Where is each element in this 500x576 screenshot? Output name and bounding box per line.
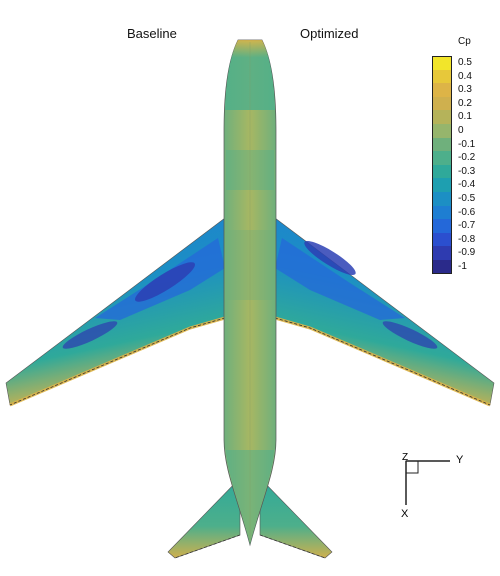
- legend-swatch: [432, 83, 452, 97]
- legend-swatch: [432, 192, 452, 206]
- legend-swatch: [432, 96, 452, 111]
- legend-swatch: [432, 151, 452, 165]
- legend-swatch: [432, 164, 452, 179]
- horizontal-tail: [167, 477, 333, 559]
- legend-swatch: [432, 219, 452, 233]
- baseline-label: Baseline: [127, 26, 177, 41]
- legend-level-label: -0.5: [458, 193, 476, 204]
- legend-swatch: [432, 110, 452, 124]
- fuselage: [223, 39, 277, 547]
- legend-level-label: 0.5: [458, 57, 472, 68]
- axis-z-label: Z: [402, 452, 409, 463]
- legend-level-label: -0.8: [458, 233, 476, 245]
- legend-title: Cp: [458, 36, 471, 47]
- cp-legend: Cp 0.5 0.4 0.3 0.2 0.1 0 -0.1 -0.2 -0.3 -0.4 -0.5 -…: [431, 36, 491, 281]
- left-wing: [5, 217, 226, 407]
- legend-swatch: [432, 137, 452, 152]
- legend-swatch: [432, 178, 452, 192]
- legend-level-label: -0.6: [458, 206, 476, 218]
- optimized-label: Optimized: [300, 26, 359, 41]
- legend-level-label: 0.1: [458, 111, 472, 123]
- legend-level-label: 0.3: [458, 84, 472, 96]
- legend-swatch: [432, 56, 452, 70]
- legend-level-label: -0.2: [458, 152, 476, 164]
- legend-level-label: -1: [458, 261, 467, 272]
- legend-swatch: [432, 232, 452, 247]
- legend-level-label: -0.4: [458, 179, 476, 191]
- axis-x-label: X: [401, 508, 409, 520]
- legend-level-label: -0.3: [458, 165, 476, 177]
- right-wing: [274, 217, 495, 407]
- legend-level-label: -0.9: [458, 247, 476, 259]
- axis-triad-graphic: [405, 460, 450, 505]
- legend-level-label: -0.7: [458, 220, 476, 232]
- legend-level-label: -0.1: [458, 138, 476, 150]
- legend-swatch: [432, 260, 452, 274]
- legend-level-label: 0.4: [458, 70, 472, 82]
- axis-triad: Z Y X: [395, 450, 475, 525]
- axis-y-label: Y: [456, 454, 464, 466]
- legend-swatch: [432, 205, 452, 220]
- legend-swatch: [432, 124, 452, 138]
- legend-swatch: [432, 246, 452, 260]
- legend-level-label: 0: [458, 125, 464, 136]
- legend-level-label: 0.2: [458, 97, 472, 109]
- legend-swatch: [432, 69, 452, 84]
